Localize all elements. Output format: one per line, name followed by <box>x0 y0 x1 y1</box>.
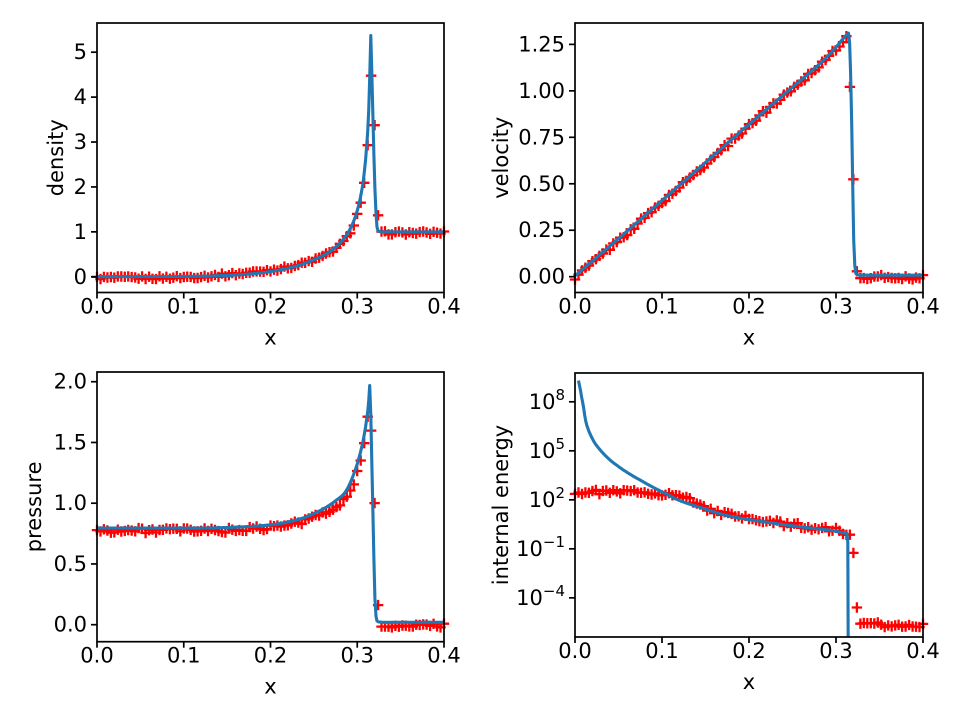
density-xlabel: x <box>264 326 276 350</box>
y-tick-label: 0 <box>74 265 87 289</box>
velocity-line <box>573 31 925 277</box>
panel-pressure: 0.0 0.1 0.2 0.3 0.4 0.0 0.5 1.0 1.5 2.0 x pressure <box>22 370 461 699</box>
pressure-ylabel: pressure <box>22 461 46 552</box>
y-tick-label: 0.0 <box>54 613 87 637</box>
x-tick-label: 0.0 <box>80 295 113 319</box>
y-tick-label: 108 <box>529 386 565 414</box>
y-tick-label: 1.0 <box>54 491 87 515</box>
y-tick-label: 0.50 <box>518 172 565 196</box>
y-tick-label: 1 <box>74 220 87 244</box>
internal_energy-line <box>576 380 850 637</box>
density-spines <box>96 22 445 294</box>
pressure-line <box>96 383 446 624</box>
y-tick-label: 5 <box>74 40 87 64</box>
internal_energy-y-axis: 108 105 102 10−1 10−4 <box>516 386 575 610</box>
velocity-y-axis: 0.00 0.25 0.50 0.75 1.00 1.25 <box>518 32 575 289</box>
velocity-ylabel: velocity <box>489 117 513 199</box>
x-tick-label: 0.0 <box>558 639 591 663</box>
y-tick-label: 0.75 <box>518 125 565 149</box>
y-tick-label: 1.00 <box>518 79 565 103</box>
y-tick-label: 1.25 <box>518 32 565 56</box>
internal_energy-x-axis: 0.0 0.1 0.2 0.3 0.4 <box>558 637 940 663</box>
y-tick-label: 10−4 <box>516 582 565 610</box>
density-y-axis: 0 1 2 3 4 5 <box>74 40 97 289</box>
internal_energy-xlabel: x <box>743 670 755 694</box>
density-markers <box>91 70 450 285</box>
x-tick-label: 0.3 <box>819 295 852 319</box>
x-tick-label: 0.0 <box>558 295 591 319</box>
velocity-x-axis: 0.0 0.1 0.2 0.3 0.4 <box>558 292 940 319</box>
pressure-markers <box>91 411 450 633</box>
x-tick-label: 0.1 <box>645 639 678 663</box>
x-tick-label: 0.1 <box>167 295 200 319</box>
x-tick-label: 0.4 <box>906 295 939 319</box>
pressure-spines <box>96 371 445 643</box>
pressure-xlabel: x <box>264 675 276 699</box>
y-tick-label: 1.5 <box>54 430 87 454</box>
x-tick-label: 0.2 <box>254 295 287 319</box>
x-tick-label: 0.4 <box>427 644 460 668</box>
y-tick-label: 102 <box>529 484 565 512</box>
y-tick-label: 2 <box>74 175 87 199</box>
panel-velocity: 0.0 0.1 0.2 0.3 0.4 0.00 0.25 0.50 0.75 1.00 1.25 x… <box>489 22 940 350</box>
x-tick-label: 0.2 <box>732 639 765 663</box>
y-tick-label: 4 <box>74 85 87 109</box>
velocity-xlabel: x <box>743 326 755 350</box>
internal_energy-markers <box>569 484 929 633</box>
x-tick-label: 0.0 <box>80 644 113 668</box>
pressure-y-axis: 0.0 0.5 1.0 1.5 2.0 <box>54 370 97 637</box>
x-tick-label: 0.2 <box>732 295 765 319</box>
x-tick-label: 0.4 <box>906 639 939 663</box>
x-tick-label: 0.3 <box>341 644 374 668</box>
density-line <box>96 33 446 279</box>
pressure-x-axis: 0.0 0.1 0.2 0.3 0.4 <box>80 641 461 668</box>
x-tick-label: 0.1 <box>167 644 200 668</box>
x-tick-label: 0.1 <box>645 295 678 319</box>
y-tick-label: 3 <box>74 130 87 154</box>
y-tick-label: 0.5 <box>54 552 87 576</box>
x-tick-label: 0.2 <box>254 644 287 668</box>
internal_energy-ylabel: internal energy <box>489 425 513 585</box>
x-tick-label: 0.3 <box>819 639 852 663</box>
panel-density: 0.0 0.1 0.2 0.3 0.4 0 1 2 3 4 5 x density <box>44 22 461 350</box>
x-tick-label: 0.3 <box>341 295 374 319</box>
y-tick-label: 0.25 <box>518 218 565 242</box>
y-tick-label: 2.0 <box>54 370 87 394</box>
y-tick-label: 10−1 <box>516 533 565 561</box>
panel-internal-energy: 0.0 0.1 0.2 0.3 0.4 108 105 102 10−1 10−4 x interna… <box>489 372 940 694</box>
x-tick-label: 0.4 <box>427 295 460 319</box>
internal_energy-spines <box>574 372 924 638</box>
y-tick-label: 0.00 <box>518 265 565 289</box>
density-x-axis: 0.0 0.1 0.2 0.3 0.4 <box>80 292 461 319</box>
y-tick-label: 105 <box>529 435 565 463</box>
velocity-spines <box>574 22 924 294</box>
density-ylabel: density <box>44 119 68 196</box>
velocity-markers <box>569 31 929 285</box>
